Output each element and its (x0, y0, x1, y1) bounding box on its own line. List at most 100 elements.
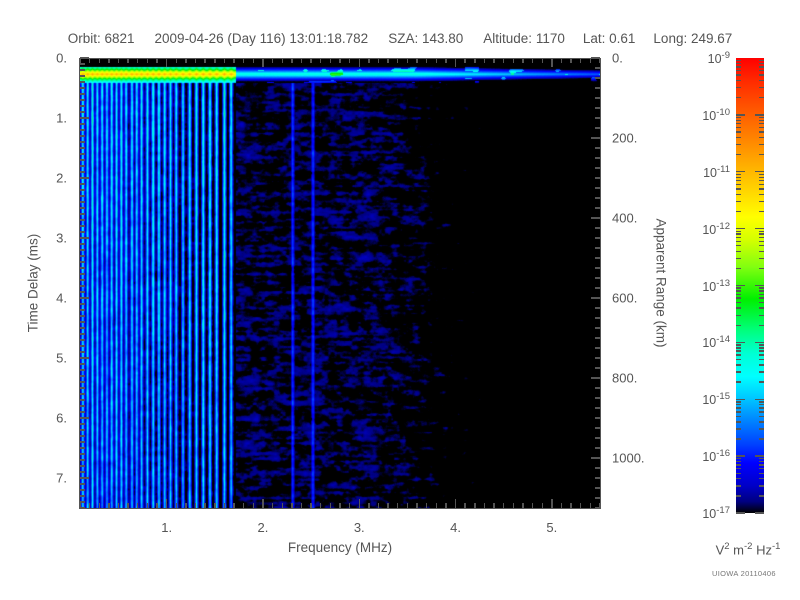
axis-tick (194, 503, 197, 508)
colorbar-tick (759, 297, 764, 299)
colorbar-tick (736, 458, 741, 460)
colorbar-tick (736, 512, 745, 514)
axis-tick (204, 58, 206, 63)
header-orbit-label: Orbit: (67, 31, 101, 46)
y-axis-left-tick-label: 1. (56, 110, 67, 126)
axis-tick (560, 58, 563, 63)
y-axis-right-tick-label: 800. (612, 370, 638, 386)
colorbar-tick (736, 347, 741, 349)
colorbar-tick (759, 267, 764, 270)
axis-tick (79, 58, 81, 63)
colorbar-tick-label: 10-10 (702, 106, 730, 123)
axis-tick (80, 441, 85, 443)
axis-tick (464, 503, 466, 508)
colorbar-tick (736, 354, 741, 356)
colorbar-tick (736, 240, 741, 242)
axis-tick (541, 503, 543, 508)
colorbar-tick (759, 407, 764, 409)
colorbar-tick-label: 10-16 (702, 448, 730, 465)
colorbar-tick (759, 188, 764, 190)
colorbar-tick (759, 324, 764, 326)
axis-tick (595, 387, 600, 389)
colorbar-tick (759, 347, 764, 349)
axis-tick (595, 317, 600, 319)
colorbar-tick (736, 404, 741, 406)
axis-tick (595, 477, 600, 479)
colorbar-tick-label: 10-14 (702, 334, 730, 351)
units-hz: Hz (752, 542, 772, 558)
axis-tick (595, 287, 600, 289)
y-axis-left-tick-label: 0. (56, 50, 67, 66)
axis-tick (435, 58, 437, 63)
axis-tick (80, 291, 85, 293)
axis-tick (595, 247, 600, 249)
axis-tick (80, 135, 85, 137)
axis-tick (80, 501, 85, 503)
colorbar-tick (736, 143, 741, 146)
axis-tick (551, 499, 553, 508)
axis-tick (98, 58, 100, 63)
colorbar-tick-label: 10-11 (703, 163, 730, 180)
colorbar-tick (736, 193, 741, 196)
axis-tick (80, 147, 85, 149)
colorbar-tick (736, 350, 741, 352)
axis-tick (80, 309, 85, 311)
colorbar-tick (759, 495, 764, 497)
axis-tick (156, 503, 158, 508)
colorbar-tick (755, 398, 764, 400)
colorbar-tick (759, 478, 764, 480)
axis-tick (80, 153, 85, 155)
axis-tick (387, 503, 389, 508)
axis-tick (329, 503, 332, 508)
axis-tick (80, 423, 85, 425)
axis-tick (595, 437, 600, 439)
axis-tick (252, 58, 255, 63)
axis-tick (310, 58, 312, 63)
colorbar (736, 58, 764, 514)
units-hz-exp: -1 (771, 541, 781, 552)
axis-tick (281, 503, 283, 508)
colorbar-tick (736, 250, 741, 252)
axis-tick (580, 503, 582, 508)
y-axis-left-tick-label: 7. (56, 470, 67, 486)
axis-tick (595, 237, 600, 239)
colorbar-tick (759, 350, 764, 352)
colorbar-tick (736, 153, 741, 156)
axis-tick (595, 507, 600, 509)
axis-tick (551, 58, 553, 67)
axis-tick (175, 503, 177, 508)
axis-tick (80, 123, 85, 125)
axis-tick (80, 459, 85, 461)
colorbar-tick (736, 293, 741, 295)
axis-tick (80, 231, 85, 233)
y-axis-right-tick-label: 400. (612, 210, 638, 226)
colorbar-tick (736, 314, 741, 316)
axis-tick (387, 58, 389, 63)
colorbar-tick (736, 297, 741, 299)
axis-tick (262, 58, 264, 67)
axis-tick (223, 503, 226, 508)
y-axis-left-tick-label: 2. (56, 170, 67, 186)
colorbar-tick (759, 421, 764, 423)
colorbar-tick (736, 407, 741, 409)
colorbar-tick-label: 10-17 (702, 504, 730, 522)
axis-tick (194, 58, 197, 63)
colorbar-tick (736, 62, 741, 65)
axis-tick (80, 471, 85, 473)
axis-tick (570, 503, 572, 508)
axis-tick (80, 279, 85, 281)
axis-tick (80, 69, 85, 71)
colorbar-tick (736, 69, 741, 72)
axis-tick (80, 357, 89, 359)
header-long-label: Long: (653, 31, 688, 46)
axis-tick (595, 337, 600, 339)
colorbar-tick (736, 74, 741, 76)
axis-tick (146, 58, 149, 63)
x-axis-title: Frequency (MHz) (287, 540, 393, 555)
axis-tick (137, 503, 139, 508)
axis-tick (80, 495, 85, 497)
axis-tick (474, 503, 476, 508)
header-orbit-value: 6821 (104, 31, 135, 46)
colorbar-tick (736, 176, 741, 178)
axis-tick (339, 58, 341, 63)
